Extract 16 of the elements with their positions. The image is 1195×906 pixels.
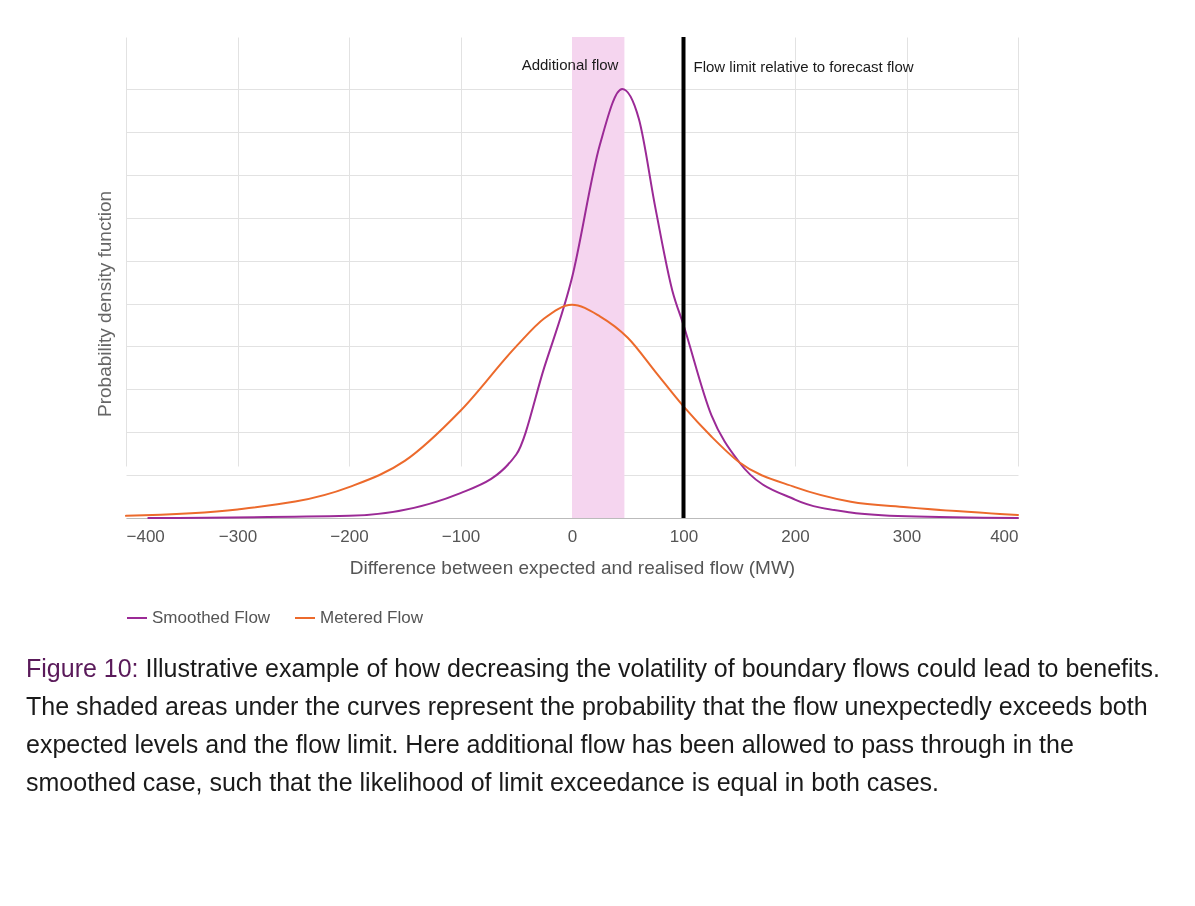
x-tick-label: 100 bbox=[669, 526, 699, 546]
ref-line-label: Flow limit relative to forecast flow bbox=[693, 58, 914, 75]
x-tick-label: 200 bbox=[781, 526, 810, 546]
legend-label: Metered Flow bbox=[320, 608, 424, 627]
x-tick-label: 0 bbox=[567, 526, 578, 546]
caption: Figure 10: Illustrative example of how decreasing the volatility of boundary flows could lead to benefits. The shaded areas under the curves represent the probability that the flow unexpectedly exceeds both expected levels and the flow limit. Here additional flow has been allowed to pass through in the smoothed case, such that the likelihood of limit exceedance is equal in both cases. bbox=[26, 653, 1161, 798]
x-tick-label: 400 bbox=[990, 526, 1019, 546]
y-axis-title: Probability density function bbox=[93, 190, 115, 418]
x-tick-label: 300 bbox=[892, 526, 922, 546]
x-tick-label: −300 bbox=[218, 526, 258, 546]
legend-label: Smoothed Flow bbox=[152, 608, 271, 627]
x-axis-title: Difference between expected and realised flow (MW) bbox=[349, 556, 796, 578]
band-label: Additional flow bbox=[521, 56, 619, 73]
x-tick-label: −100 bbox=[441, 526, 481, 546]
x-tick-label: −400 bbox=[126, 526, 165, 546]
x-tick-label: −200 bbox=[330, 526, 369, 546]
